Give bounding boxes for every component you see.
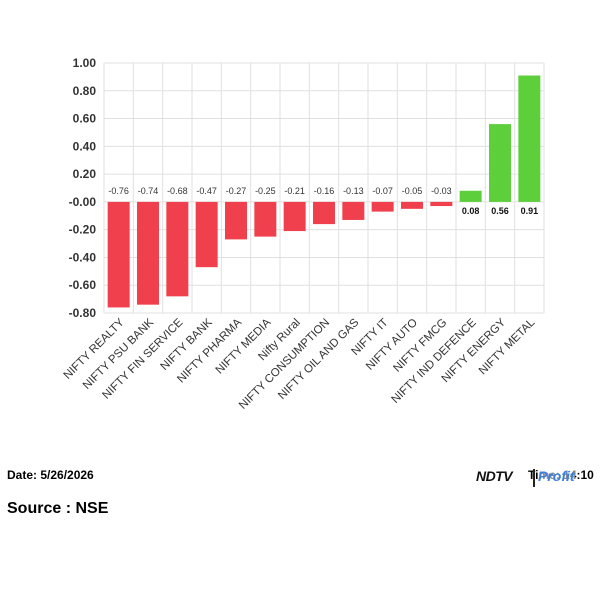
bar — [166, 201, 189, 297]
bar — [401, 201, 423, 209]
data-label: -0.16 — [314, 186, 335, 196]
y-tick-label: -0.00 — [69, 195, 97, 209]
bar — [459, 190, 482, 202]
y-tick-label: 0.80 — [73, 84, 97, 98]
data-label: -0.68 — [167, 186, 188, 196]
bar — [342, 201, 365, 220]
data-label: 0.91 — [521, 206, 539, 216]
bar — [430, 201, 453, 207]
bar — [254, 201, 277, 237]
data-label: -0.07 — [372, 186, 393, 196]
date-label: Date: 5/26/2026 — [7, 468, 94, 482]
y-tick-label: -0.40 — [69, 250, 97, 264]
y-tick-label: -0.20 — [69, 223, 97, 237]
logo-profit-text: Profit — [538, 468, 575, 484]
bar — [195, 201, 218, 268]
bar — [371, 201, 394, 212]
data-label: -0.47 — [196, 186, 217, 196]
bar — [313, 201, 335, 225]
bar — [283, 201, 306, 232]
ndtv-profit-logo: Time: 14:10 NDTV Profit — [476, 468, 600, 490]
bar-chart: 1.00 0.80 0.60 0.40 0.20 -0.00 -0.20 -0.40 -0.60… — [62, 56, 545, 412]
logo-divider — [533, 469, 535, 487]
data-labels: -0.76 -0.74 -0.68 -0.47 -0.27 -0.25 -0.21 -0.16… — [108, 186, 538, 216]
data-label: -0.03 — [431, 186, 452, 196]
bar — [518, 75, 541, 202]
y-tick-label: 0.60 — [73, 112, 97, 126]
bars — [107, 75, 541, 308]
bar — [225, 201, 247, 240]
y-tick-label: -0.60 — [69, 278, 97, 292]
bar — [137, 201, 159, 305]
y-tick-label: 0.20 — [73, 167, 97, 181]
data-label: -0.21 — [284, 186, 305, 196]
data-label: -0.05 — [402, 186, 423, 196]
data-label: -0.74 — [138, 186, 159, 196]
source-label: Source : NSE — [7, 500, 109, 517]
data-label: -0.25 — [255, 186, 276, 196]
data-label: -0.76 — [108, 186, 129, 196]
bar — [489, 124, 511, 202]
y-tick-label: 0.40 — [73, 139, 97, 153]
y-axis-ticks: 1.00 0.80 0.60 0.40 0.20 -0.00 -0.20 -0.40 -0.60… — [69, 56, 97, 320]
bar — [107, 201, 130, 308]
y-tick-label: 1.00 — [73, 56, 97, 70]
data-label: -0.13 — [343, 186, 364, 196]
data-label: -0.27 — [226, 186, 247, 196]
data-label: 0.08 — [462, 206, 480, 216]
y-tick-label: -0.80 — [69, 306, 97, 320]
logo-ndtv-text: NDTV — [476, 468, 515, 484]
data-label: 0.56 — [491, 206, 509, 216]
